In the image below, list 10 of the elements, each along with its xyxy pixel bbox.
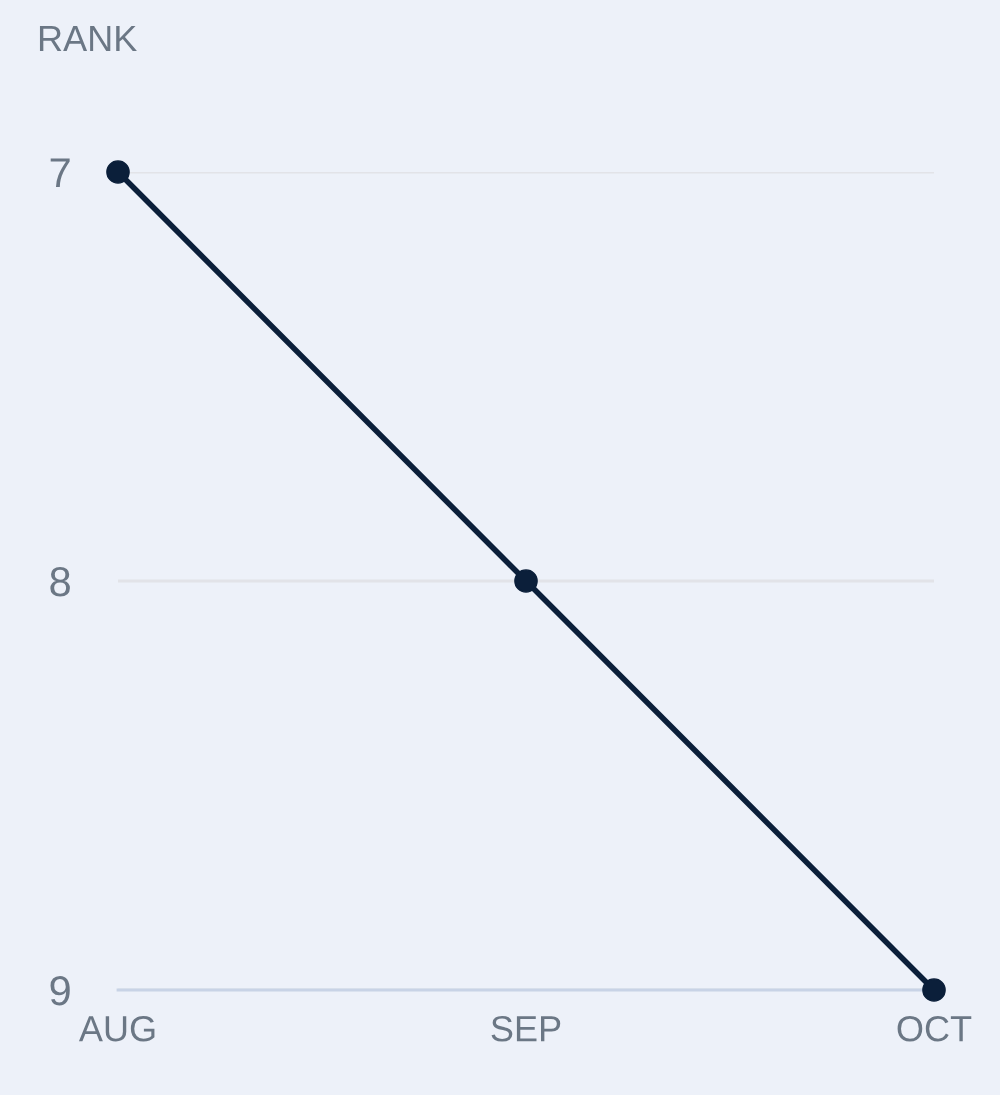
point: [922, 978, 946, 1002]
y-tick-label: 9: [50, 976, 70, 1006]
y-tick-label: 8: [50, 567, 70, 597]
point: [106, 160, 130, 184]
x-tick-label: AUG: [78, 1015, 155, 1042]
x-tick-label: OCT: [897, 1015, 972, 1042]
x-tick-label: SEP: [491, 1015, 561, 1042]
point: [514, 569, 538, 593]
y-axis-title: RANK: [39, 26, 137, 51]
y-tick-label: 7: [50, 158, 70, 188]
